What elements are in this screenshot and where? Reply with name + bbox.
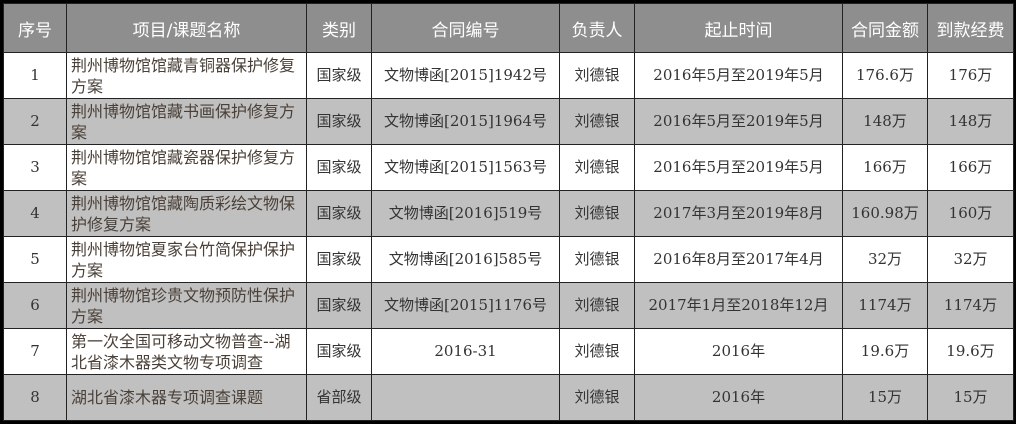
cell-category: 省部级 xyxy=(306,374,372,421)
cell-leader: 刘德银 xyxy=(559,98,635,145)
table-row: 2 荆州博物馆馆藏书画保护修复方案 国家级 文物博函[2015]1964号 刘德银 201… xyxy=(3,98,1014,145)
cell-contract-amount: 1174万 xyxy=(842,282,928,329)
header-index: 序号 xyxy=(3,3,67,53)
header-row: 序号 项目/课题名称 类别 合同编号 负责人 起止时间 合同金额 到款经费 xyxy=(3,3,1014,53)
cell-contract-no: 文物博函[2015]1176号 xyxy=(371,282,560,329)
cell-index: 3 xyxy=(3,144,67,191)
cell-period: 2016年5月至2019年5月 xyxy=(634,144,843,191)
cell-received-funds: 176万 xyxy=(927,52,1014,99)
cell-contract-amount: 148万 xyxy=(842,98,928,145)
cell-period: 2016年8月至2017年4月 xyxy=(634,236,843,283)
cell-project-name: 荆州博物馆馆藏书画保护修复方案 xyxy=(66,98,307,145)
cell-received-funds: 1174万 xyxy=(927,282,1014,329)
cell-project-name: 第一次全国可移动文物普查--湖北省漆木器类文物专项调查 xyxy=(66,328,307,375)
cell-contract-amount: 32万 xyxy=(842,236,928,283)
cell-contract-no: 文物博函[2015]1563号 xyxy=(371,144,560,191)
cell-leader: 刘德银 xyxy=(559,374,635,421)
cell-index: 7 xyxy=(3,328,67,375)
cell-contract-no: 文物博函[2015]1964号 xyxy=(371,98,560,145)
cell-contract-no: 文物博函[2016]519号 xyxy=(371,190,560,237)
cell-contract-amount: 166万 xyxy=(842,144,928,191)
table-row: 1 荆州博物馆馆藏青铜器保护修复方案 国家级 文物博函[2015]1942号 刘德银 20… xyxy=(3,52,1014,99)
header-project-name: 项目/课题名称 xyxy=(66,3,307,53)
cell-received-funds: 19.6万 xyxy=(927,328,1014,375)
cell-leader: 刘德银 xyxy=(559,282,635,329)
cell-category: 国家级 xyxy=(306,190,372,237)
cell-contract-amount: 19.6万 xyxy=(842,328,928,375)
table-row: 8 湖北省漆木器专项调查课题 省部级 刘德银 2016年 15万 15万 xyxy=(3,374,1014,421)
cell-category: 国家级 xyxy=(306,282,372,329)
table-row: 3 荆州博物馆馆藏瓷器保护修复方案 国家级 文物博函[2015]1563号 刘德银 201… xyxy=(3,144,1014,191)
cell-leader: 刘德银 xyxy=(559,236,635,283)
cell-project-name: 荆州博物馆馆藏瓷器保护修复方案 xyxy=(66,144,307,191)
cell-project-name: 荆州博物馆馆藏青铜器保护修复方案 xyxy=(66,52,307,99)
cell-project-name: 荆州博物馆珍贵文物预防性保护方案 xyxy=(66,282,307,329)
cell-period: 2017年1月至2018年12月 xyxy=(634,282,843,329)
table-row: 6 荆州博物馆珍贵文物预防性保护方案 国家级 文物博函[2015]1176号 刘德银 20… xyxy=(3,282,1014,329)
cell-received-funds: 15万 xyxy=(927,374,1014,421)
cell-period: 2017年3月至2019年8月 xyxy=(634,190,843,237)
cell-category: 国家级 xyxy=(306,328,372,375)
cell-leader: 刘德银 xyxy=(559,328,635,375)
cell-leader: 刘德银 xyxy=(559,144,635,191)
cell-category: 国家级 xyxy=(306,52,372,99)
cell-received-funds: 166万 xyxy=(927,144,1014,191)
header-contract-amount: 合同金额 xyxy=(842,3,928,53)
header-leader: 负责人 xyxy=(559,3,635,53)
header-contract-no: 合同编号 xyxy=(371,3,560,53)
header-period: 起止时间 xyxy=(634,3,843,53)
cell-category: 国家级 xyxy=(306,236,372,283)
cell-contract-amount: 176.6万 xyxy=(842,52,928,99)
cell-index: 6 xyxy=(3,282,67,329)
cell-index: 4 xyxy=(3,190,67,237)
cell-category: 国家级 xyxy=(306,98,372,145)
cell-period: 2016年5月至2019年5月 xyxy=(634,52,843,99)
cell-period: 2016年5月至2019年5月 xyxy=(634,98,843,145)
cell-received-funds: 160万 xyxy=(927,190,1014,237)
cell-period: 2016年 xyxy=(634,328,843,375)
cell-category: 国家级 xyxy=(306,144,372,191)
cell-leader: 刘德银 xyxy=(559,190,635,237)
cell-index: 8 xyxy=(3,374,67,421)
table-row: 4 荆州博物馆馆藏陶质彩绘文物保护修复方案 国家级 文物博函[2016]519号 刘德银… xyxy=(3,190,1014,237)
cell-index: 1 xyxy=(3,52,67,99)
header-category: 类别 xyxy=(306,3,372,53)
header-received-funds: 到款经费 xyxy=(927,3,1014,53)
cell-contract-no: 2016-31 xyxy=(371,328,560,375)
cell-project-name: 荆州博物馆夏家台竹简保护保护方案 xyxy=(66,236,307,283)
cell-index: 5 xyxy=(3,236,67,283)
table-row: 5 荆州博物馆夏家台竹简保护保护方案 国家级 文物博函[2016]585号 刘德银 201… xyxy=(3,236,1014,283)
cell-index: 2 xyxy=(3,98,67,145)
cell-period: 2016年 xyxy=(634,374,843,421)
cell-received-funds: 32万 xyxy=(927,236,1014,283)
cell-contract-amount: 160.98万 xyxy=(842,190,928,237)
cell-contract-no: 文物博函[2015]1942号 xyxy=(371,52,560,99)
cell-project-name: 荆州博物馆馆藏陶质彩绘文物保护修复方案 xyxy=(66,190,307,237)
table-row: 7 第一次全国可移动文物普查--湖北省漆木器类文物专项调查 国家级 2016-31 刘德… xyxy=(3,328,1014,375)
cell-received-funds: 148万 xyxy=(927,98,1014,145)
cell-contract-no: 文物博函[2016]585号 xyxy=(371,236,560,283)
cell-contract-amount: 15万 xyxy=(842,374,928,421)
cell-leader: 刘德银 xyxy=(559,52,635,99)
cell-contract-no xyxy=(371,374,560,421)
cell-project-name: 湖北省漆木器专项调查课题 xyxy=(66,374,307,421)
